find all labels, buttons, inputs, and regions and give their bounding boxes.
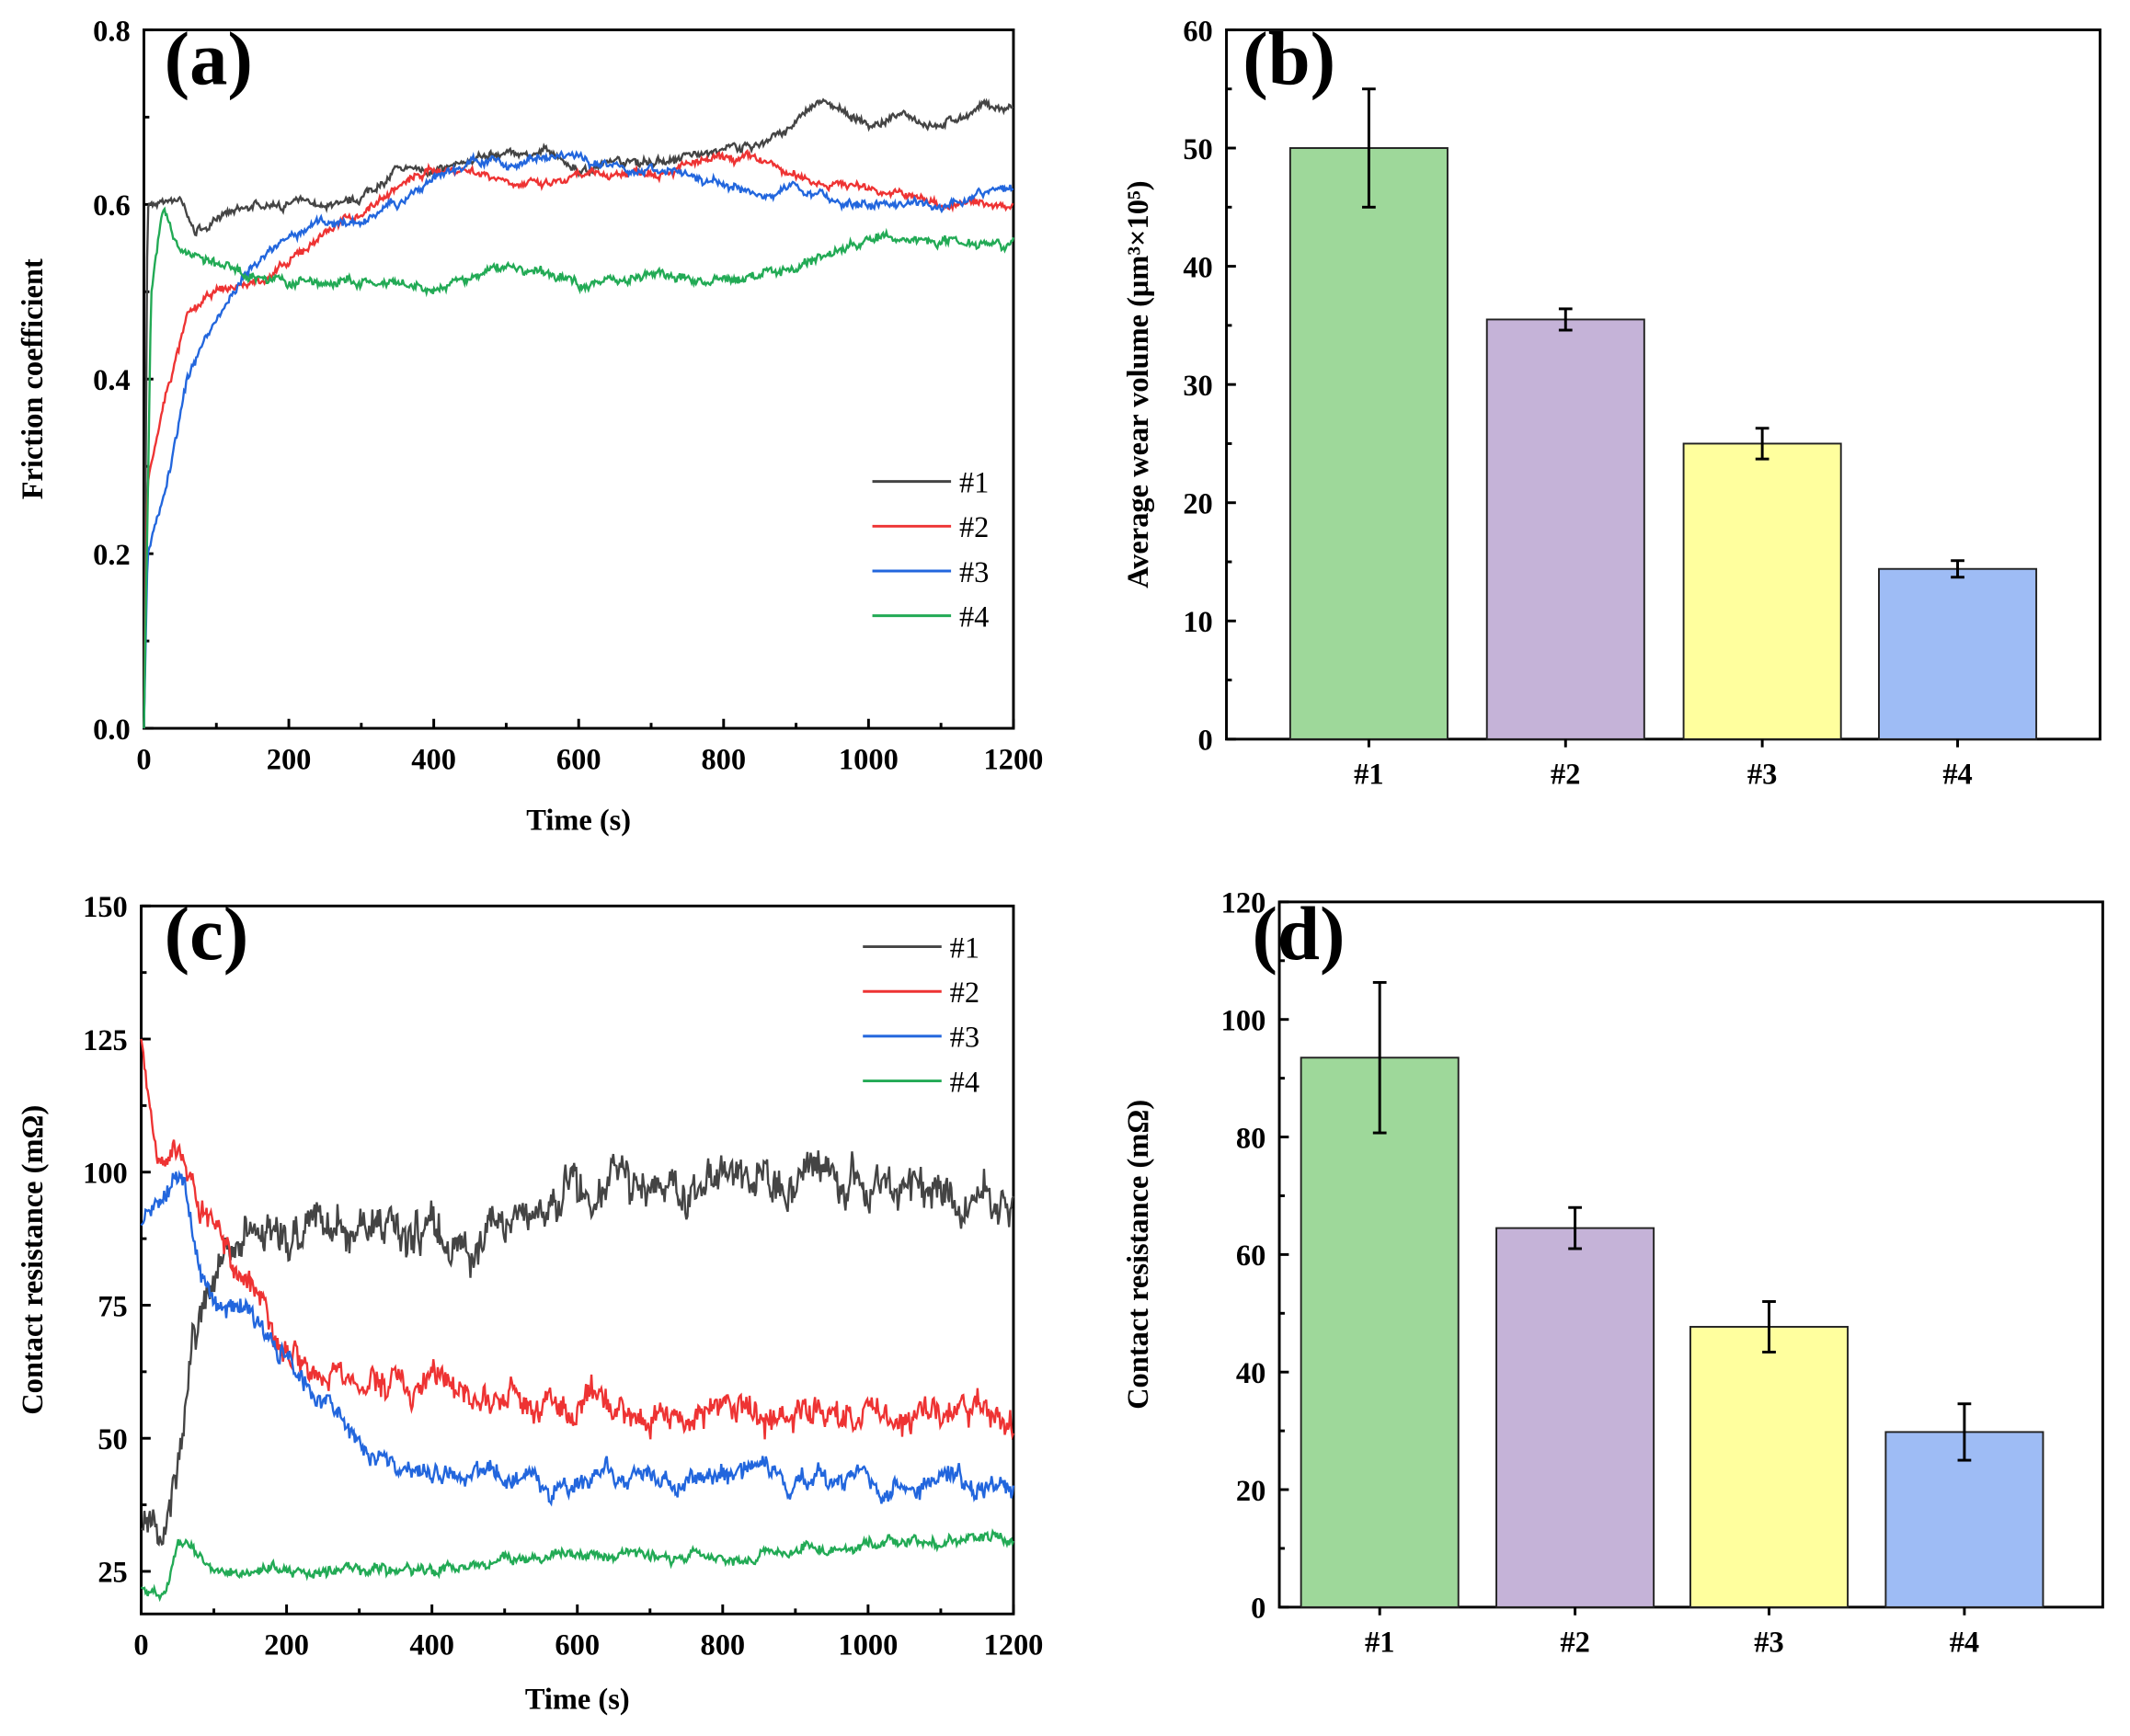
panel-a: 0.0 0.2 0.4 0.6 0.8 Friction coefficient (a) 0 2… [17,15,1044,837]
x-tick-label: #3 [1754,1627,1783,1660]
x-tick-label: 800 [700,1629,745,1662]
y-tick-label: 0 [1251,1593,1265,1626]
x-tick-label: 600 [555,1629,600,1662]
x-tick-label: 600 [556,743,601,776]
bar-2 [1495,1227,1655,1608]
y-axis-label: Friction coefficient [17,258,50,499]
series-line-4 [143,206,1015,729]
y-tick-label: 40 [1183,251,1212,284]
y-tick-label: 60 [1236,1239,1265,1273]
panel-d: 0 20 40 60 80 100 120 Contact resistance (mΩ) (d… [1122,887,2104,1660]
series-line-1 [141,1150,1015,1547]
x-axis-label: Time (s) [526,805,631,838]
error-bar [1568,1205,1582,1251]
x-tick-label: 1200 [984,743,1044,776]
x-tick-label: #4 [1942,759,1972,792]
bar-4 [1878,567,2038,740]
y-tick-label: 150 [83,891,128,924]
error-bar [1372,980,1387,1135]
error-bar [1951,559,1964,579]
x-tick-label: 400 [411,743,456,776]
x-tick-label: 400 [409,1629,454,1662]
y-tick-label: 80 [1236,1122,1265,1155]
x-tick-label: #1 [1354,759,1383,792]
y-tick-label: 120 [1221,887,1266,920]
x-tick-label: 0 [136,743,151,776]
plot-frame [140,904,1015,1616]
x-tick-label: 200 [264,1629,309,1662]
x-tick-label: #2 [1560,1627,1589,1660]
error-bar [1762,1300,1776,1353]
bar-1 [1300,1056,1460,1608]
plot-frame [143,28,1015,730]
legend-label: #3 [959,556,989,589]
y-tick-label: 0.2 [93,539,131,572]
legend-label: #2 [950,976,979,1010]
legend-label: #4 [950,1066,979,1099]
y-tick-label: 0.6 [93,189,131,223]
y-tick-label: 50 [97,1423,127,1456]
y-axis-label: Contact resistance (mΩ) [1122,1100,1155,1410]
x-axis-label: Time (s) [525,1684,630,1717]
y-tick-label: 0.4 [93,364,131,397]
legend-label: #3 [950,1022,979,1055]
y-tick-label: 10 [1183,606,1212,639]
y-axis-label: Average wear volume (μm³×10⁵) [1122,180,1155,588]
y-tick-label: 20 [1183,488,1212,521]
bar-3 [1682,442,1842,740]
x-tick-label: #3 [1747,759,1777,792]
error-bar [1755,427,1769,461]
panel-label: (b) [1242,16,1335,100]
bar-3 [1689,1326,1849,1608]
series-line-2 [140,1038,1015,1441]
x-tick-label: #4 [1950,1627,1979,1660]
panel-b: 0 10 20 30 40 50 60 Average wear volume (μm³×10… [1122,15,2101,792]
y-tick-label: 20 [1236,1475,1265,1508]
x-tick-label: #2 [1551,759,1580,792]
series-line-3 [140,1170,1015,1507]
legend-label: #1 [959,466,989,499]
x-tick-label: 1000 [839,743,899,776]
legend-label: #2 [959,511,989,544]
x-tick-label: 200 [267,743,312,776]
series-line-2 [143,148,1014,729]
legend-label: #4 [959,600,989,634]
y-tick-label: 0 [1198,725,1213,758]
y-tick-label: 30 [1183,370,1212,403]
y-tick-label: 75 [97,1290,127,1323]
y-tick-label: 50 [1183,133,1212,166]
x-tick-label: #1 [1365,1627,1394,1660]
error-bar [1362,87,1376,209]
error-bar [1558,307,1573,332]
y-tick-label: 0.8 [93,15,131,48]
y-tick-label: 25 [97,1557,127,1590]
series-line-4 [140,1527,1015,1603]
y-tick-label: 125 [83,1024,128,1057]
panel-c: 25 50 75 100 125 150 Contact resistance (mΩ) (c… [17,891,1044,1717]
panel-label: (d) [1253,891,1346,976]
x-tick-label: 1200 [984,1629,1044,1662]
y-tick-label: 100 [83,1158,128,1191]
legend-label: #1 [950,931,979,965]
bar-2 [1485,318,1645,740]
y-tick-label: 0.0 [93,714,131,747]
x-tick-label: 1000 [838,1629,898,1662]
panel-label: (c) [165,891,249,976]
y-tick-label: 40 [1236,1357,1265,1390]
y-tick-label: 100 [1221,1005,1266,1038]
panel-label: (a) [165,16,253,100]
y-tick-label: 60 [1183,15,1212,48]
error-bar [1957,1402,1972,1462]
y-axis-label: Contact resistance (mΩ) [17,1105,50,1415]
x-tick-label: 0 [133,1629,148,1662]
series-line-3 [143,149,1013,729]
bar-1 [1288,147,1449,740]
x-tick-label: 800 [701,743,746,776]
